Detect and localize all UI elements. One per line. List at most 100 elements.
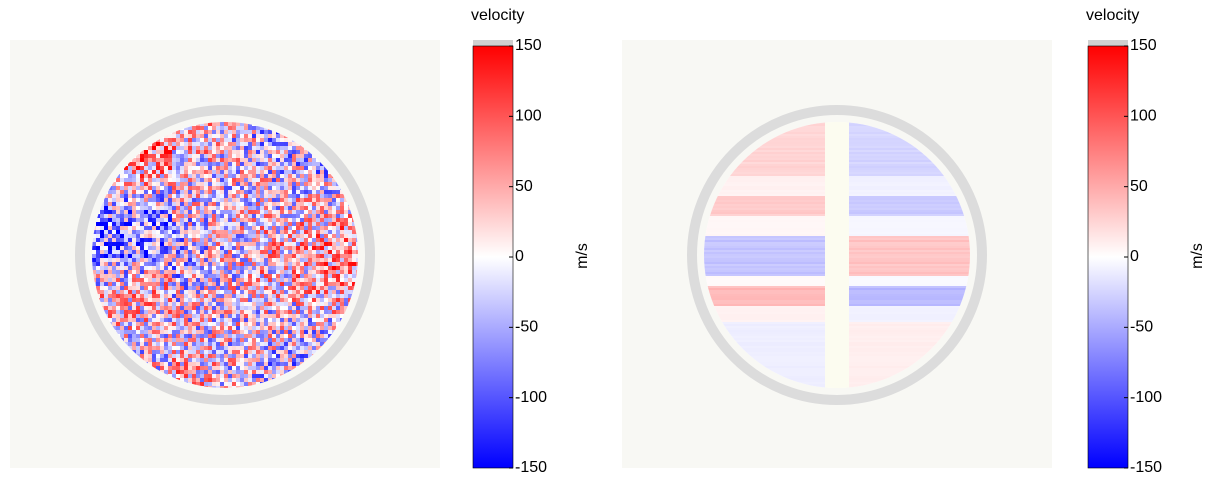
pixel bbox=[224, 206, 228, 210]
colorbar bbox=[1087, 45, 1129, 469]
row-left bbox=[704, 212, 825, 214]
pixel bbox=[92, 262, 96, 266]
pixel bbox=[204, 338, 208, 342]
pixel bbox=[300, 310, 304, 314]
pixel bbox=[284, 246, 288, 250]
pixel bbox=[216, 294, 220, 298]
pixel bbox=[264, 194, 268, 198]
pixel bbox=[352, 266, 356, 270]
pixel bbox=[124, 230, 128, 234]
pixel bbox=[304, 350, 308, 354]
pixel bbox=[116, 294, 120, 298]
pixel bbox=[320, 174, 324, 178]
pixel bbox=[176, 266, 180, 270]
pixel bbox=[324, 226, 328, 230]
pixel bbox=[184, 230, 188, 234]
pixel bbox=[132, 266, 136, 270]
pixel bbox=[192, 326, 196, 330]
pixel bbox=[244, 250, 248, 254]
pixel bbox=[240, 342, 244, 346]
pixel bbox=[244, 186, 248, 190]
pixel bbox=[176, 318, 180, 322]
pixel bbox=[220, 382, 224, 386]
pixel bbox=[264, 138, 268, 142]
pixel bbox=[256, 190, 260, 194]
pixel bbox=[204, 138, 208, 142]
pixel bbox=[228, 302, 232, 306]
pixel bbox=[136, 194, 140, 198]
pixel bbox=[240, 322, 244, 326]
pixel bbox=[136, 350, 140, 354]
pixel bbox=[120, 170, 124, 174]
row-left bbox=[704, 252, 825, 254]
pixel bbox=[272, 354, 276, 358]
pixel bbox=[316, 194, 320, 198]
pixel bbox=[292, 258, 296, 262]
pixel bbox=[212, 358, 216, 362]
pixel bbox=[240, 238, 244, 242]
pixel bbox=[224, 186, 228, 190]
pixel bbox=[236, 250, 240, 254]
pixel bbox=[248, 334, 252, 338]
pixel bbox=[284, 230, 288, 234]
pixel bbox=[280, 370, 284, 374]
pixel bbox=[212, 310, 216, 314]
pixel bbox=[172, 170, 176, 174]
row-left bbox=[704, 154, 825, 156]
pixel bbox=[232, 190, 236, 194]
pixel bbox=[248, 222, 252, 226]
pixel bbox=[104, 222, 108, 226]
pixel bbox=[336, 266, 340, 270]
pixel bbox=[204, 222, 208, 226]
pixel bbox=[148, 338, 152, 342]
pixel bbox=[188, 290, 192, 294]
pixel bbox=[124, 218, 128, 222]
pixel bbox=[160, 230, 164, 234]
pixel bbox=[268, 258, 272, 262]
pixel bbox=[324, 318, 328, 322]
pixel bbox=[272, 174, 276, 178]
pixel bbox=[144, 158, 148, 162]
pixel bbox=[264, 226, 268, 230]
pixel bbox=[176, 302, 180, 306]
pixel bbox=[308, 306, 312, 310]
pixel bbox=[296, 254, 300, 258]
pixel bbox=[200, 210, 204, 214]
pixel bbox=[272, 286, 276, 290]
pixel bbox=[272, 170, 276, 174]
pixel bbox=[332, 246, 336, 250]
pixel bbox=[128, 326, 132, 330]
pixel bbox=[352, 274, 356, 278]
pixel bbox=[140, 290, 144, 294]
row-right bbox=[849, 334, 970, 336]
pixel bbox=[264, 198, 268, 202]
pixel bbox=[224, 282, 228, 286]
pixel bbox=[352, 226, 356, 230]
pixel bbox=[160, 158, 164, 162]
pixel bbox=[120, 222, 124, 226]
pixel bbox=[240, 206, 244, 210]
pixel bbox=[236, 358, 240, 362]
pixel bbox=[220, 290, 224, 294]
pixel bbox=[220, 278, 224, 282]
pixel bbox=[184, 342, 188, 346]
pixel bbox=[168, 318, 172, 322]
pixel bbox=[180, 266, 184, 270]
pixel bbox=[308, 278, 312, 282]
pixel bbox=[216, 322, 220, 326]
pixel bbox=[272, 294, 276, 298]
pixel bbox=[268, 362, 272, 366]
pixel bbox=[180, 290, 184, 294]
pixel bbox=[280, 214, 284, 218]
pixel bbox=[176, 330, 180, 334]
pixel bbox=[176, 314, 180, 318]
pixel bbox=[316, 230, 320, 234]
pixel bbox=[220, 282, 224, 286]
pixel bbox=[164, 134, 168, 138]
pixel bbox=[140, 222, 144, 226]
pixel bbox=[156, 250, 160, 254]
pixel bbox=[344, 298, 348, 302]
pixel bbox=[204, 370, 208, 374]
pixel bbox=[188, 370, 192, 374]
pixel bbox=[140, 350, 144, 354]
